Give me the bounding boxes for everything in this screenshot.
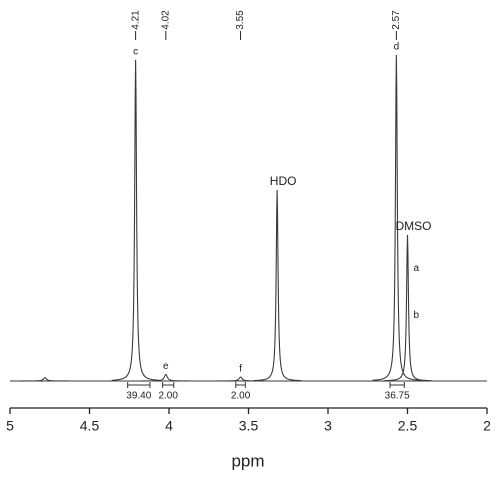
x-tick-label: 5 <box>6 418 14 434</box>
integral-range <box>389 382 405 388</box>
peak-label: e <box>163 361 169 372</box>
peak <box>111 59 160 381</box>
x-tick-label: 4.5 <box>80 418 100 434</box>
peak-pick-label: 3.55 <box>235 10 246 30</box>
peak <box>141 373 190 382</box>
x-tick-label: 2 <box>483 418 491 434</box>
peak-label: c <box>133 47 138 58</box>
integral-range <box>162 382 175 388</box>
integral-label: 2.00 <box>231 391 251 402</box>
x-tick-label: 3.5 <box>239 418 259 434</box>
integral-label: 36.75 <box>385 391 410 402</box>
peak <box>21 377 69 382</box>
integral-range <box>127 382 151 388</box>
x-tick-label: 2.5 <box>398 418 418 434</box>
peak-side-label: a <box>414 263 420 274</box>
peak <box>372 54 421 381</box>
peak-label: HDO <box>270 174 297 188</box>
x-axis-label: ppm <box>231 451 264 470</box>
integral-label: 2.00 <box>158 391 178 402</box>
integral-range <box>235 382 246 388</box>
x-tick-label: 4 <box>165 418 173 434</box>
peak-pick-label: 2.57 <box>391 10 402 30</box>
peak-pick-label: 4.21 <box>130 10 141 30</box>
peak-side-label: b <box>414 310 420 321</box>
peak <box>253 189 301 382</box>
peak-label: DMSO <box>396 219 432 233</box>
peak-pick-label: 4.02 <box>160 10 171 30</box>
peak-label: d <box>394 42 400 53</box>
peak <box>383 234 432 382</box>
peak-label: f <box>239 364 242 375</box>
integral-label: 39.40 <box>126 391 151 402</box>
x-tick-label: 3 <box>324 418 332 434</box>
